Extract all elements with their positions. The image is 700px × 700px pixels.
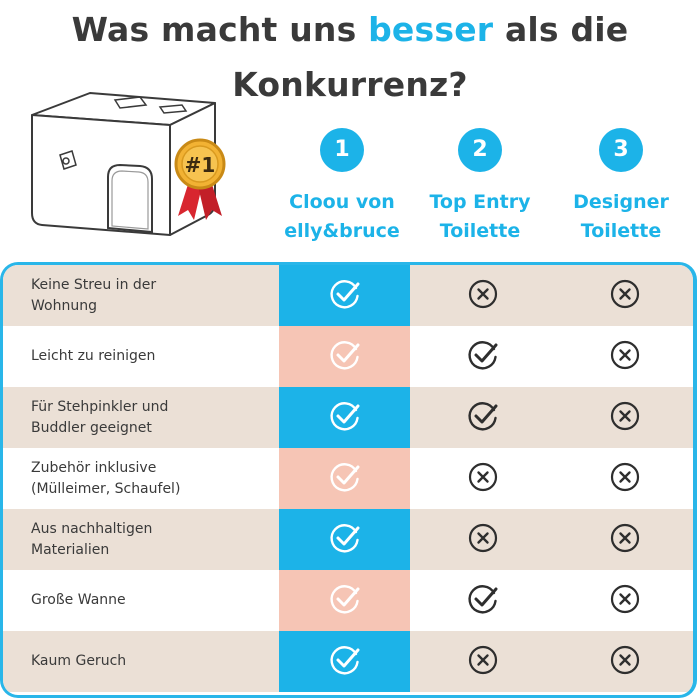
column-number-badge: 1 xyxy=(320,128,364,172)
column-title: Designer Toilette xyxy=(551,188,691,246)
headline: Was macht uns besser als die Konkurrenz? xyxy=(0,2,700,112)
row-label-line-2: Materialien xyxy=(31,541,110,558)
x-circle-icon xyxy=(610,645,640,674)
cell-cloou xyxy=(279,448,410,509)
cell-cloou xyxy=(279,509,410,570)
medal-badge: #1 xyxy=(174,138,226,220)
row-label-line-1: Große Wanne xyxy=(31,592,126,608)
check-circle-icon xyxy=(329,279,359,308)
check-circle-icon xyxy=(468,584,498,613)
cell-top-entry xyxy=(413,387,553,448)
cell-designer xyxy=(555,570,693,631)
table-row: Keine Streu in der Wohnung xyxy=(3,265,693,326)
row-label: Keine Streu in der Wohnung xyxy=(31,265,271,326)
x-circle-icon xyxy=(468,645,498,674)
cell-cloou xyxy=(279,570,410,631)
headline-accent: besser xyxy=(368,10,494,49)
x-circle-icon xyxy=(468,462,498,491)
x-circle-icon xyxy=(468,523,498,552)
x-circle-icon xyxy=(610,523,640,552)
row-label-line-1: Zubehör inklusive xyxy=(31,459,157,476)
column-title-line-2: Toilette xyxy=(580,220,662,242)
cell-top-entry xyxy=(413,448,553,509)
cell-designer xyxy=(555,265,693,326)
column-title-line-2: elly&bruce xyxy=(284,220,400,242)
cell-designer xyxy=(555,448,693,509)
check-circle-icon xyxy=(329,584,359,613)
row-label-line-1: Aus nachhaltigen xyxy=(31,520,153,537)
row-label: Leicht zu reinigen xyxy=(31,326,271,387)
table-row: Große Wanne xyxy=(3,570,693,631)
cell-designer xyxy=(555,509,693,570)
cell-designer xyxy=(555,631,693,692)
cell-top-entry xyxy=(413,631,553,692)
headline-part-2: als die xyxy=(493,10,629,49)
headline-line-1: Was macht uns besser als die xyxy=(0,2,700,57)
check-circle-icon xyxy=(329,523,359,552)
cell-top-entry xyxy=(413,509,553,570)
column-title-line-1: Top Entry xyxy=(429,191,531,213)
column-title-line-2: Toilette xyxy=(439,220,521,242)
x-circle-icon xyxy=(610,584,640,613)
headline-part-1: Was macht uns xyxy=(71,10,369,49)
cell-top-entry xyxy=(413,570,553,631)
x-circle-icon xyxy=(610,340,640,369)
column-title: Cloou von elly&bruce xyxy=(272,188,412,246)
row-label-line-1: Leicht zu reinigen xyxy=(31,348,156,364)
check-circle-icon xyxy=(329,462,359,491)
medal-text: #1 xyxy=(185,153,216,177)
check-circle-icon xyxy=(468,340,498,369)
column-title-line-1: Cloou von xyxy=(289,191,395,213)
x-circle-icon xyxy=(610,279,640,308)
row-label-line-2: Wohnung xyxy=(31,297,97,314)
column-title-line-1: Designer xyxy=(573,191,669,213)
cell-top-entry xyxy=(413,326,553,387)
row-label-line-1: Für Stehpinkler und xyxy=(31,398,169,415)
column-title: Top Entry Toilette xyxy=(410,188,550,246)
column-header-cloou: 1 Cloou von elly&bruce xyxy=(272,128,412,246)
x-circle-icon xyxy=(610,401,640,430)
table-row: Kaum Geruch xyxy=(3,631,693,692)
column-header-top-entry: 2 Top Entry Toilette xyxy=(410,128,550,246)
cell-cloou xyxy=(279,326,410,387)
check-circle-icon xyxy=(329,401,359,430)
table-row: Für Stehpinkler und Buddler geeignet xyxy=(3,387,693,448)
cell-designer xyxy=(555,387,693,448)
check-circle-icon xyxy=(329,645,359,674)
row-label-line-1: Kaum Geruch xyxy=(31,653,127,669)
table-row: Aus nachhaltigen Materialien xyxy=(3,509,693,570)
column-header-designer: 3 Designer Toilette xyxy=(551,128,691,246)
row-label: Kaum Geruch xyxy=(31,631,271,692)
row-label: Zubehör inklusive (Mülleimer, Schaufel) xyxy=(31,448,271,509)
check-circle-icon xyxy=(468,401,498,430)
x-circle-icon xyxy=(468,279,498,308)
cell-cloou xyxy=(279,631,410,692)
cell-cloou xyxy=(279,265,410,326)
row-label: Für Stehpinkler und Buddler geeignet xyxy=(31,387,271,448)
row-label-line-2: Buddler geeignet xyxy=(31,419,152,436)
comparison-table: Keine Streu in der Wohnung Leicht zu rei… xyxy=(0,262,697,698)
x-circle-icon xyxy=(610,462,640,491)
row-label-line-1: Keine Streu in der xyxy=(31,276,157,293)
table-row: Leicht zu reinigen xyxy=(3,326,693,387)
cell-designer xyxy=(555,326,693,387)
column-number-badge: 3 xyxy=(599,128,643,172)
row-label: Aus nachhaltigen Materialien xyxy=(31,509,271,570)
row-label: Große Wanne xyxy=(31,570,271,631)
row-label-line-2: (Mülleimer, Schaufel) xyxy=(31,480,181,497)
column-number-badge: 2 xyxy=(458,128,502,172)
headline-line-2: Konkurrenz? xyxy=(232,65,468,104)
cell-cloou xyxy=(279,387,410,448)
check-circle-icon xyxy=(329,340,359,369)
cell-top-entry xyxy=(413,265,553,326)
table-row: Zubehör inklusive (Mülleimer, Schaufel) xyxy=(3,448,693,509)
